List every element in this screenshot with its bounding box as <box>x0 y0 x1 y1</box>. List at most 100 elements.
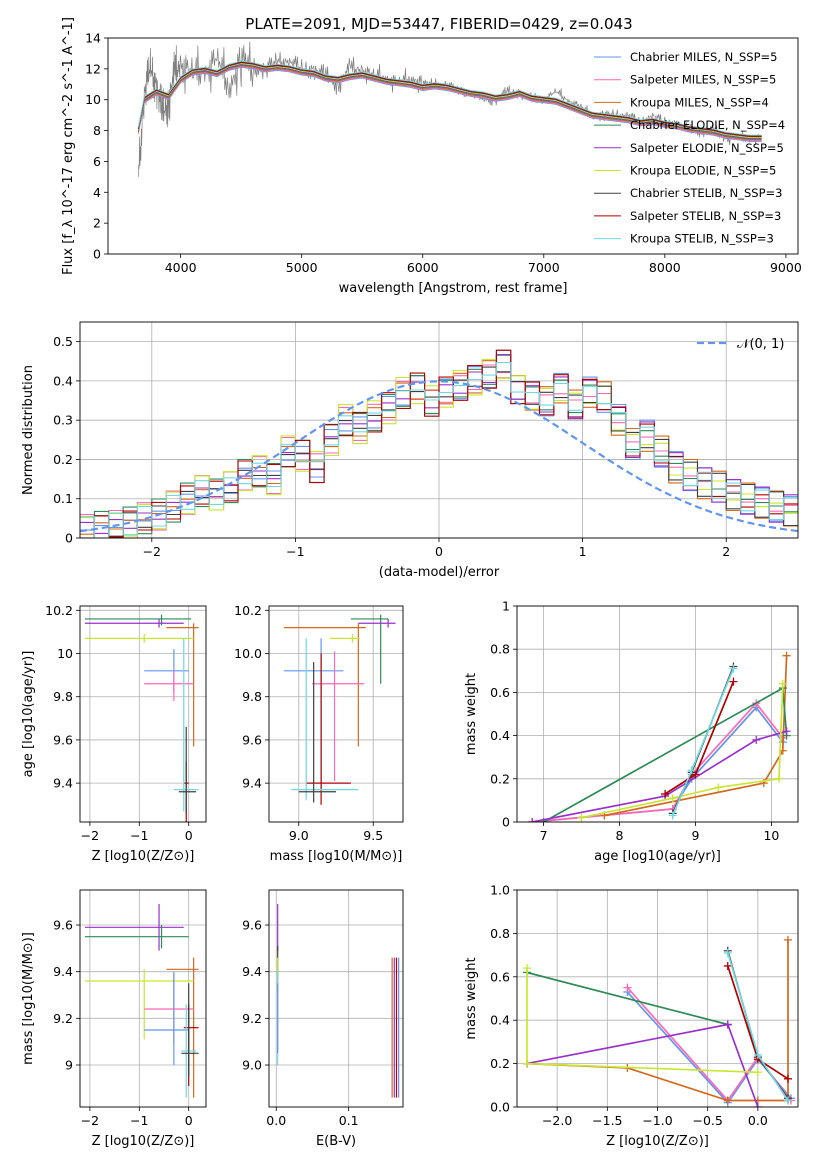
errorbar-point <box>144 971 189 1065</box>
x-tick-label: −2 <box>81 1113 99 1128</box>
y-tick-label: 0.5 <box>53 334 73 349</box>
y-tick-label: 0.8 <box>490 926 510 941</box>
x-tick-label: 0.0 <box>748 1113 768 1128</box>
y-tick-label: 9.4 <box>53 964 73 979</box>
x-axis-label: Z [log10(Z/Z⊙)] <box>606 1134 709 1149</box>
x-tick-label: 0 <box>185 1113 193 1128</box>
errorbar-point <box>181 983 199 1077</box>
y-tick-label: 0.4 <box>53 373 73 388</box>
mass-weight-vs-age-frame <box>516 605 799 823</box>
mass-vs-ebv-grid <box>269 890 403 1107</box>
mass-weight-vs-Z-grid <box>517 889 798 1108</box>
y-tick-label: 1 <box>502 599 510 614</box>
errorbar-point <box>350 614 389 684</box>
plus-marker <box>753 1068 762 1077</box>
x-tick-label: 1 <box>579 544 587 559</box>
plus-marker <box>723 948 732 957</box>
plus-marker <box>687 766 696 775</box>
plus-marker <box>783 935 792 944</box>
age-vs-Z-panel: −2 −1 0 9.4 9.6 9.8 10 10.2 Z [log10(Z/Z⊙)] age [… <box>21 603 207 864</box>
plus-marker <box>753 1050 762 1059</box>
residual-histogram-plot-area <box>80 349 798 538</box>
plus-marker <box>775 774 784 783</box>
mass-vs-Z-panel: −2 −1 0 9 9.2 9.4 9.6 Z [log10(Z/Z⊙)] mass [log1… <box>21 889 207 1149</box>
mass-weight-vs-Z-frame <box>516 889 799 1108</box>
y-tick-label: 0.4 <box>490 728 510 743</box>
errorbar-point <box>166 623 199 747</box>
y-axis-label: mass weight <box>464 957 479 1039</box>
mass-weight-vs-age-grid <box>517 605 798 823</box>
model-line-4 <box>137 64 762 140</box>
y-tick-label: 9.4 <box>242 964 262 979</box>
plus-marker <box>778 679 787 688</box>
model-line-7 <box>137 62 762 138</box>
x-tick-label: −1.5 <box>592 1113 622 1128</box>
y-tick-label: 9.8 <box>242 689 262 704</box>
y-tick-label: 0 <box>93 247 101 262</box>
plus-marker <box>523 964 532 973</box>
age-vs-Z-frame <box>79 605 207 823</box>
y-tick-label: 0 <box>502 815 510 830</box>
x-tick-label: 0 <box>185 828 193 843</box>
y-tick-label: 4 <box>93 185 101 200</box>
x-tick-label: 10 <box>763 828 779 843</box>
mass-weight-vs-age-plot-area <box>528 651 791 822</box>
plus-marker <box>661 789 670 798</box>
y-tick-label: 9.8 <box>53 689 73 704</box>
model-line-8 <box>137 61 762 137</box>
plus-marker <box>723 1020 732 1029</box>
model-line-1 <box>137 66 762 142</box>
plus-marker <box>729 664 738 673</box>
errorbar-point <box>358 618 396 628</box>
x-tick-label: 9.0 <box>289 828 309 843</box>
x-tick-label: 0.1 <box>339 1113 359 1128</box>
legend-label: Salpeter MILES, N_SSP=5 <box>630 73 776 87</box>
plus-marker <box>523 1059 532 1068</box>
mass-weight-line-1 <box>626 991 792 1105</box>
legend-label: Salpeter STELIB, N_SSP=3 <box>630 209 781 223</box>
y-tick-label: 12 <box>85 61 101 76</box>
legend-label: 𝒩(0, 1) <box>737 337 784 352</box>
x-tick-label: 2 <box>722 544 730 559</box>
mass-weight-line-4 <box>526 971 729 1026</box>
x-tick-label: 4000 <box>165 260 197 275</box>
x-tick-label: 9000 <box>770 260 802 275</box>
plus-marker <box>782 651 791 660</box>
x-axis-label: (data-model)/error <box>379 565 500 580</box>
age-vs-mass-panel: 9.0 9.5 9.4 9.6 9.8 10.0 10.2 mass [log10(M/M⊙)… <box>234 603 404 864</box>
mass-vs-Z-grid <box>80 890 206 1107</box>
mass-vs-ebv-plot-area <box>277 904 400 1098</box>
x-tick-label: −1.0 <box>642 1113 672 1128</box>
errorbar-point <box>84 618 184 628</box>
x-tick-label: 7000 <box>528 260 560 275</box>
y-axis-label: mass weight <box>464 673 479 755</box>
plus-marker <box>528 818 537 822</box>
histogram-step-9 <box>80 361 798 538</box>
age-vs-mass-grid <box>269 606 403 822</box>
errorbar-point <box>84 925 189 949</box>
model-line-2 <box>137 66 762 142</box>
y-tick-label: 9.4 <box>53 776 73 791</box>
y-tick-label: 0.1 <box>53 491 73 506</box>
errorbar-point <box>298 662 336 803</box>
spectrum-panel: 4000 5000 6000 7000 8000 9000 0 2 4 6 8 10 12 14 wavel… <box>61 17 802 296</box>
age-vs-mass-frame <box>268 605 404 823</box>
x-axis-label: Z [log10(Z/Z⊙)] <box>92 849 195 864</box>
x-tick-label: −2 <box>143 544 161 559</box>
mass-vs-Z-plot-area <box>84 904 199 1098</box>
errorbar-point <box>84 904 184 951</box>
model-line-5 <box>137 63 762 139</box>
errorbar-point <box>283 623 366 747</box>
legend-label: Chabrier ELODIE, N_SSP=4 <box>630 118 785 132</box>
x-tick-label: −1 <box>130 1113 148 1128</box>
legend-label: Chabrier MILES, N_SSP=5 <box>630 50 777 64</box>
x-tick-label: 9 <box>691 828 699 843</box>
x-tick-label: 0.0 <box>266 1113 286 1128</box>
x-tick-label: 0 <box>435 544 443 559</box>
plus-marker <box>577 813 586 822</box>
errorbar-point <box>178 726 197 814</box>
plus-marker <box>753 1103 762 1107</box>
y-tick-label: 9.0 <box>242 1058 262 1073</box>
y-tick-label: 10.2 <box>45 603 73 618</box>
x-tick-label: 5000 <box>286 260 318 275</box>
